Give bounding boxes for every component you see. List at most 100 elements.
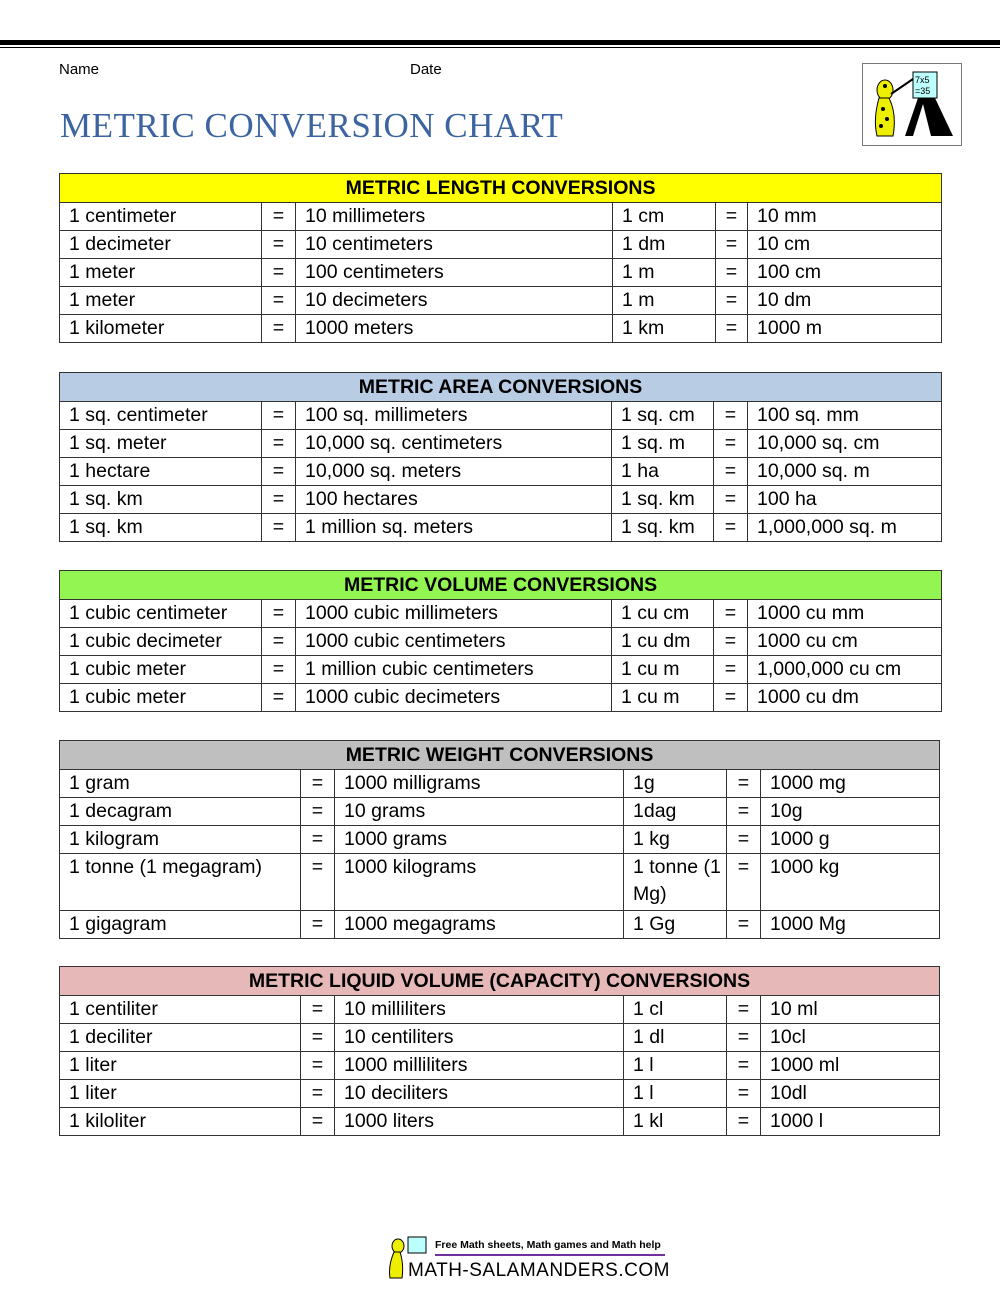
table-title: METRIC WEIGHT CONVERSIONS bbox=[58, 740, 941, 770]
table-row: 1 sq. meter = 10,000 sq. centimeters 1 sq. … bbox=[59, 429, 943, 458]
unit-name: 1 gram bbox=[59, 769, 301, 798]
unit-value: 100 sq. millimeters bbox=[295, 401, 612, 430]
equals-sign: = bbox=[713, 457, 748, 486]
table-row: 1 kilometer = 1000 meters 1 km = 1000 m bbox=[59, 314, 943, 343]
top-rule bbox=[0, 40, 1000, 45]
equals-sign: = bbox=[300, 797, 335, 826]
abbr-value: 1000 cu mm bbox=[746, 599, 943, 628]
unit-name: 1 centiliter bbox=[59, 995, 301, 1024]
equals-sign: = bbox=[726, 910, 761, 939]
unit-value: 1 million cubic centimeters bbox=[295, 655, 612, 684]
unit-abbr: 1 cm bbox=[612, 202, 716, 231]
equals-sign: = bbox=[261, 599, 296, 628]
equals-sign: = bbox=[713, 627, 748, 656]
abbr-value: 1000 Mg bbox=[759, 910, 941, 939]
unit-name: 1 decimeter bbox=[59, 230, 262, 259]
table-row: 1 hectare = 10,000 sq. meters 1 ha = 10,000 s… bbox=[59, 457, 943, 486]
equals-sign: = bbox=[713, 513, 748, 542]
abbr-value: 10cl bbox=[759, 1023, 941, 1052]
unit-value: 1000 cubic millimeters bbox=[295, 599, 612, 628]
equals-sign: = bbox=[713, 401, 748, 430]
volume-table: METRIC VOLUME CONVERSIONS 1 cubic centim… bbox=[58, 570, 943, 712]
abbr-value: 10,000 sq. m bbox=[746, 457, 943, 486]
unit-abbr: 1 cu m bbox=[611, 655, 714, 684]
abbr-value: 10dl bbox=[759, 1079, 941, 1108]
unit-name: 1 meter bbox=[59, 286, 262, 315]
unit-name: 1 centimeter bbox=[59, 202, 262, 231]
unit-name: 1 meter bbox=[59, 258, 262, 287]
table-row: 1 cubic decimeter = 1000 cubic centimeters… bbox=[59, 627, 943, 656]
equals-sign: = bbox=[300, 1107, 335, 1136]
table-title: METRIC LENGTH CONVERSIONS bbox=[58, 173, 943, 203]
unit-abbr: 1 cu m bbox=[611, 683, 714, 712]
unit-name: 1 liter bbox=[59, 1051, 301, 1080]
unit-abbr: 1 sq. km bbox=[611, 513, 714, 542]
equals-sign: = bbox=[715, 202, 748, 231]
unit-value: 1 million sq. meters bbox=[295, 513, 612, 542]
unit-name: 1 hectare bbox=[59, 457, 262, 486]
unit-value: 10 millimeters bbox=[295, 202, 613, 231]
unit-value: 100 centimeters bbox=[295, 258, 613, 287]
liquid-table: METRIC LIQUID VOLUME (CAPACITY) CONVERSI… bbox=[58, 966, 941, 1136]
table-row: 1 liter = 1000 milliliters 1 l = 1000 ml bbox=[59, 1051, 941, 1080]
equals-sign: = bbox=[261, 655, 296, 684]
equals-sign: = bbox=[261, 401, 296, 430]
abbr-value: 1000 m bbox=[746, 314, 943, 343]
unit-abbr: 1 km bbox=[612, 314, 716, 343]
unit-value: 10 decimeters bbox=[295, 286, 613, 315]
table-row: 1 meter = 100 centimeters 1 m = 100 cm bbox=[59, 258, 943, 287]
unit-abbr: 1 l bbox=[623, 1079, 727, 1108]
unit-name: 1 cubic decimeter bbox=[59, 627, 262, 656]
unit-abbr: 1g bbox=[623, 769, 727, 798]
equals-sign: = bbox=[261, 230, 296, 259]
table-title: METRIC VOLUME CONVERSIONS bbox=[58, 570, 943, 600]
table-row: 1 sq. centimeter = 100 sq. millimeters 1 sq… bbox=[59, 401, 943, 430]
unit-name: 1 sq. km bbox=[59, 513, 262, 542]
equals-sign: = bbox=[713, 655, 748, 684]
equals-sign: = bbox=[300, 1079, 335, 1108]
unit-abbr: 1 kg bbox=[623, 825, 727, 854]
unit-value: 1000 cubic centimeters bbox=[295, 627, 612, 656]
equals-sign: = bbox=[726, 995, 761, 1024]
unit-name: 1 kiloliter bbox=[59, 1107, 301, 1136]
unit-abbr: 1 cl bbox=[623, 995, 727, 1024]
equals-sign: = bbox=[261, 258, 296, 287]
table-row: 1 sq. km = 1 million sq. meters 1 sq. km = 1,… bbox=[59, 513, 943, 542]
equals-sign: = bbox=[726, 1079, 761, 1108]
abbr-value: 100 sq. mm bbox=[746, 401, 943, 430]
unit-name: 1 cubic centimeter bbox=[59, 599, 262, 628]
equals-sign: = bbox=[261, 429, 296, 458]
table-row: 1 tonne (1 megagram) = 1000 kilograms 1 ton… bbox=[59, 853, 941, 911]
table-row: 1 liter = 10 deciliters 1 l = 10dl bbox=[59, 1079, 941, 1108]
unit-abbr: 1dag bbox=[623, 797, 727, 826]
svg-text:7x5: 7x5 bbox=[915, 75, 930, 85]
unit-name: 1 kilometer bbox=[59, 314, 262, 343]
equals-sign: = bbox=[261, 513, 296, 542]
unit-abbr: 1 dm bbox=[612, 230, 716, 259]
unit-value: 1000 megagrams bbox=[334, 910, 624, 939]
equals-sign: = bbox=[726, 769, 761, 798]
unit-abbr: 1 ha bbox=[611, 457, 714, 486]
unit-value: 1000 grams bbox=[334, 825, 624, 854]
table-row: 1 cubic meter = 1 million cubic centimeter… bbox=[59, 655, 943, 684]
unit-value: 1000 meters bbox=[295, 314, 613, 343]
unit-value: 10 centiliters bbox=[334, 1023, 624, 1052]
abbr-value: 100 ha bbox=[746, 485, 943, 514]
equals-sign: = bbox=[726, 1107, 761, 1136]
table-row: 1 meter = 10 decimeters 1 m = 10 dm bbox=[59, 286, 943, 315]
equals-sign: = bbox=[300, 1051, 335, 1080]
equals-sign: = bbox=[300, 825, 335, 854]
unit-value: 1000 liters bbox=[334, 1107, 624, 1136]
date-label: Date bbox=[410, 61, 442, 78]
unit-name: 1 deciliter bbox=[59, 1023, 301, 1052]
abbr-value: 1000 ml bbox=[759, 1051, 941, 1080]
page-title: METRIC CONVERSION CHART bbox=[60, 106, 564, 145]
unit-name: 1 decagram bbox=[59, 797, 301, 826]
name-label: Name bbox=[59, 61, 100, 78]
unit-value: 1000 kilograms bbox=[334, 853, 624, 911]
equals-sign: = bbox=[726, 853, 761, 911]
equals-sign: = bbox=[300, 853, 335, 911]
equals-sign: = bbox=[261, 286, 296, 315]
unit-name: 1 gigagram bbox=[59, 910, 301, 939]
table-title: METRIC AREA CONVERSIONS bbox=[58, 372, 943, 402]
